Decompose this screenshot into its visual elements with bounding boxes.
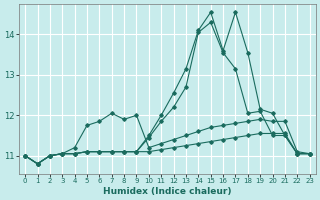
X-axis label: Humidex (Indice chaleur): Humidex (Indice chaleur)	[103, 187, 232, 196]
